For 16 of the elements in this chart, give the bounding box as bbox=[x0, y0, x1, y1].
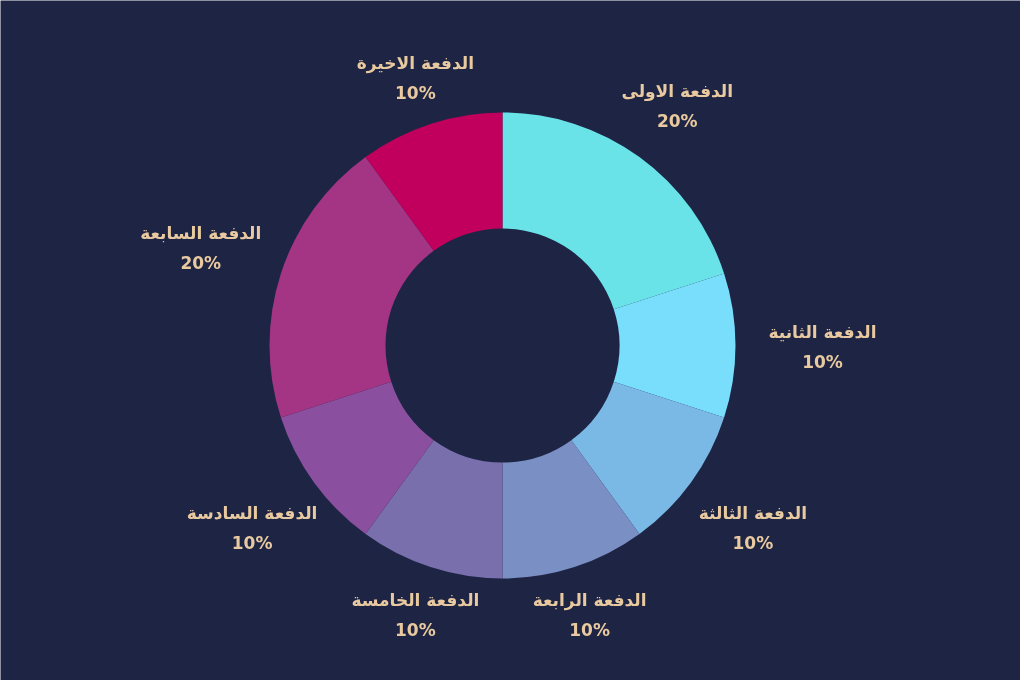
slice-label: الدفعة الاولى bbox=[621, 80, 734, 102]
data-label: 20% bbox=[180, 253, 222, 274]
data-label: 10% bbox=[395, 619, 436, 640]
data-label: 20% bbox=[656, 110, 698, 131]
slice-label: الدفعة الاخيرة bbox=[356, 53, 474, 75]
slice-label: الدفعة السادسة bbox=[186, 503, 318, 524]
data-label: 10% bbox=[802, 351, 843, 372]
data-label: 10% bbox=[569, 619, 610, 640]
slice-label: الدفعة الثالثة bbox=[698, 503, 807, 524]
data-label: 10% bbox=[231, 533, 273, 554]
slice-label: الدفعة الثانية bbox=[768, 321, 877, 342]
slice-label: الدفعة السابعة bbox=[140, 223, 262, 244]
slice-label: الدفعة الرابعة bbox=[532, 589, 647, 611]
data-label: 10% bbox=[732, 533, 774, 554]
data-label: 10% bbox=[395, 83, 436, 104]
slice-label: الدفعة الخامسة bbox=[351, 589, 480, 610]
